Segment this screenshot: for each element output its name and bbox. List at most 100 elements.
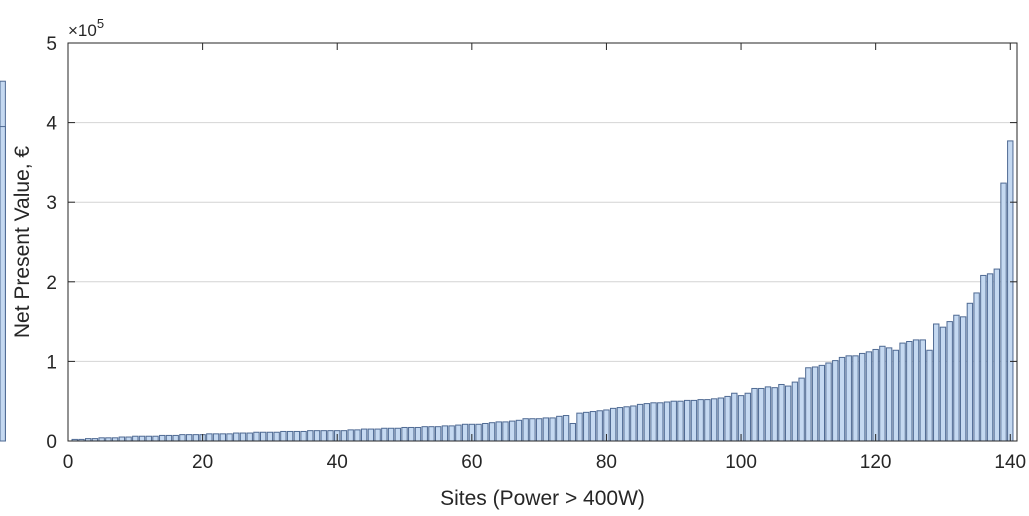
bar: [408, 426, 415, 442]
bar: [354, 429, 361, 442]
bar: [764, 386, 772, 442]
bar: [852, 355, 859, 442]
bar: [697, 399, 704, 442]
x-tick-label: 60: [461, 452, 482, 473]
bar: [643, 403, 651, 442]
bar: [832, 360, 839, 442]
bar: [259, 431, 267, 442]
bar: [879, 345, 886, 442]
bar: [717, 397, 725, 442]
bar: [185, 434, 193, 442]
bar: [132, 435, 139, 442]
y-tick-label: 1: [46, 352, 57, 373]
bar: [515, 419, 523, 442]
x-tick-label: 0: [63, 452, 74, 473]
bar: [953, 314, 960, 442]
bar: [583, 411, 590, 442]
bar: [798, 377, 805, 442]
bar: [549, 417, 556, 442]
bar: [145, 435, 152, 442]
bar: [993, 268, 1001, 442]
bar: [434, 426, 442, 442]
bar: [859, 352, 866, 442]
bar: [360, 428, 368, 442]
x-tick-label: 100: [725, 452, 757, 473]
bar: [414, 426, 422, 442]
bar: [307, 430, 314, 442]
bar: [596, 410, 603, 442]
bar: [670, 400, 677, 442]
bar: [569, 422, 576, 442]
bar: [811, 366, 819, 442]
y-tick-label: 4: [46, 114, 57, 135]
tick-labels: 0 20 40 60 80 100 120 140 0 1 2 3 4 5: [46, 34, 1026, 473]
bar: [919, 339, 926, 442]
bar: [172, 434, 179, 442]
bar: [125, 436, 132, 442]
bar: [616, 407, 624, 442]
bar: [152, 435, 159, 442]
bar: [589, 411, 597, 442]
bar: [623, 406, 630, 442]
bar: [980, 274, 987, 442]
bar: [226, 433, 233, 442]
bar: [138, 435, 146, 442]
bar: [280, 430, 287, 442]
bar: [912, 339, 920, 442]
bar: [630, 405, 637, 442]
bar: [710, 398, 718, 442]
bar: [724, 395, 731, 442]
bar: [704, 399, 711, 442]
bar: [771, 387, 778, 442]
axes: [67, 42, 1018, 442]
bar: [562, 415, 570, 442]
bar: [159, 434, 166, 442]
bar: [313, 430, 321, 442]
bar: [253, 431, 260, 442]
bar: [387, 427, 395, 442]
bar: [246, 432, 253, 442]
plot-background: [68, 43, 1017, 441]
bar: [636, 403, 644, 442]
bar: [959, 316, 967, 442]
bar: [0, 126, 6, 442]
bar: [475, 423, 482, 442]
x-axis-label: Sites (Power > 400W): [440, 487, 645, 510]
x-tick-label: 20: [192, 452, 213, 473]
bar: [441, 425, 449, 442]
bar: [179, 434, 186, 442]
bar: [233, 432, 240, 442]
grid-lines: [68, 122, 1017, 362]
bar: [461, 423, 469, 442]
bar: [192, 434, 200, 442]
bar: [293, 430, 301, 442]
bar: [609, 407, 617, 442]
bar: [663, 401, 671, 442]
bar: [1000, 182, 1007, 442]
bar: [677, 400, 684, 442]
x-tick-label: 80: [596, 452, 617, 473]
bar: [576, 412, 583, 442]
bar: [455, 424, 462, 442]
y-tick-label: 3: [46, 193, 57, 214]
bar: [448, 425, 455, 442]
bar: [535, 418, 543, 442]
y-tick-label: 0: [46, 432, 57, 453]
exponent-base: ×10: [68, 21, 97, 40]
bar: [367, 428, 375, 442]
bar: [899, 342, 906, 442]
bar: [502, 421, 509, 442]
bar: [751, 387, 758, 442]
bar: [556, 415, 563, 442]
bar: [401, 426, 408, 442]
x-tick-label: 120: [860, 452, 892, 473]
bar: [758, 387, 765, 442]
bar: [885, 347, 893, 442]
bar: [926, 349, 933, 442]
bar: [650, 402, 657, 442]
bar: [872, 348, 879, 442]
bar: [509, 420, 516, 442]
exponent-label: ×105: [68, 16, 104, 40]
y-axis-label: Net Present Value, €: [11, 146, 34, 339]
bar: [374, 428, 381, 442]
